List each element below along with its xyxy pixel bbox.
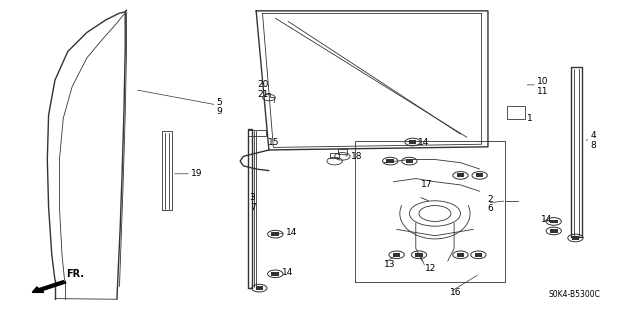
- Bar: [474, 253, 482, 257]
- Text: 2
6: 2 6: [487, 195, 493, 213]
- Text: 17: 17: [421, 181, 433, 189]
- Bar: [476, 174, 483, 177]
- Bar: [271, 232, 279, 236]
- Text: 20
21: 20 21: [257, 80, 269, 99]
- Text: 14: 14: [286, 228, 298, 237]
- FancyArrow shape: [32, 281, 66, 293]
- Text: 19: 19: [191, 169, 202, 178]
- Bar: [457, 174, 465, 177]
- Text: 16: 16: [450, 288, 461, 297]
- Bar: [406, 159, 413, 163]
- Text: 13: 13: [384, 260, 396, 269]
- Text: 3
7: 3 7: [250, 193, 255, 212]
- Bar: [550, 229, 557, 233]
- Bar: [271, 272, 279, 276]
- Bar: [572, 236, 579, 240]
- Bar: [550, 219, 557, 223]
- Text: S0K4-B5300C: S0K4-B5300C: [548, 290, 600, 299]
- Bar: [409, 140, 417, 144]
- Bar: [415, 253, 423, 257]
- Text: FR.: FR.: [67, 269, 84, 278]
- Text: 18: 18: [351, 152, 362, 161]
- Text: 5
9: 5 9: [216, 98, 222, 116]
- Text: 4
8: 4 8: [591, 131, 596, 150]
- Text: 14: 14: [282, 268, 293, 277]
- Text: 14: 14: [418, 137, 429, 146]
- Bar: [255, 286, 263, 290]
- Text: 14: 14: [541, 215, 552, 224]
- Bar: [457, 253, 465, 257]
- Text: 15: 15: [268, 137, 279, 146]
- Bar: [387, 159, 394, 163]
- Text: 12: 12: [426, 263, 436, 273]
- Text: 1: 1: [527, 114, 532, 123]
- Bar: [507, 106, 525, 119]
- Text: 10
11: 10 11: [537, 77, 548, 96]
- Bar: [393, 253, 401, 257]
